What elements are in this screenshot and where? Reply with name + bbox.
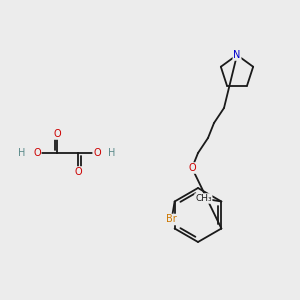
Text: O: O — [188, 163, 196, 173]
Text: O: O — [53, 129, 61, 139]
Text: H: H — [108, 148, 116, 158]
Text: H: H — [18, 148, 26, 158]
Text: O: O — [74, 167, 82, 177]
Text: O: O — [93, 148, 101, 158]
Text: Br: Br — [166, 214, 177, 224]
Text: CH₃: CH₃ — [195, 194, 212, 203]
Text: N: N — [233, 50, 241, 60]
Text: O: O — [33, 148, 41, 158]
